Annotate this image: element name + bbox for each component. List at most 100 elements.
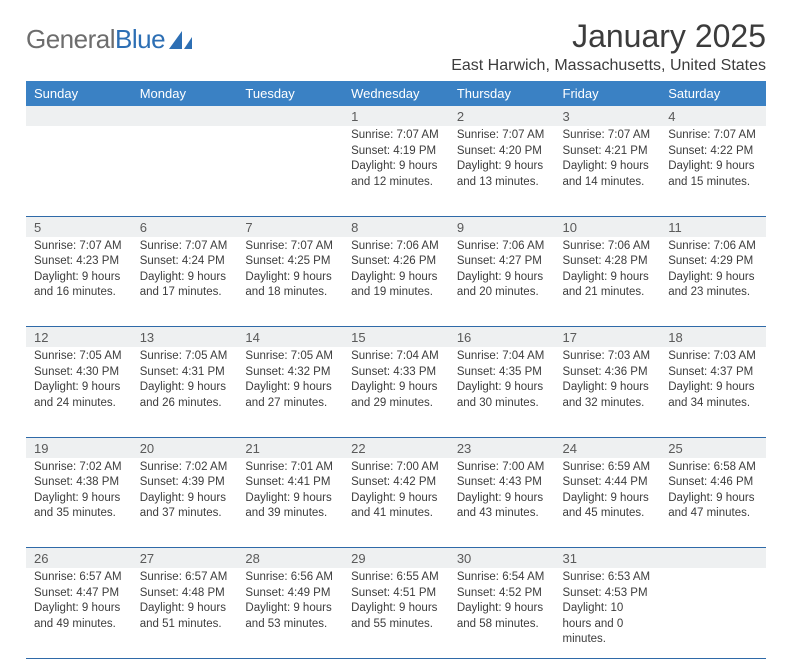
sunrise-text: Sunrise: 7:05 AM [245,349,335,365]
day-cell: Sunrise: 7:06 AMSunset: 4:26 PMDaylight:… [343,237,449,327]
day-number: 4 [660,106,766,126]
sunrise-text: Sunrise: 7:05 AM [34,349,124,365]
day-header: Thursday [449,81,555,106]
day-cell: Sunrise: 7:05 AMSunset: 4:32 PMDaylight:… [237,347,343,437]
sunrise-text: Sunrise: 7:07 AM [668,128,758,144]
day-cell: Sunrise: 7:01 AMSunset: 4:41 PMDaylight:… [237,458,343,548]
logo-text-grey: General [26,24,115,55]
daylight-text: Daylight: 9 hours and 41 minutes. [351,491,441,522]
daynum-row: 12131415161718 [26,327,766,348]
daylight-text: Daylight: 9 hours and 53 minutes. [245,601,335,632]
day-number: 13 [132,327,238,348]
week-row: Sunrise: 6:57 AMSunset: 4:47 PMDaylight:… [26,568,766,658]
day-header: Sunday [26,81,132,106]
sunset-text: Sunset: 4:43 PM [457,475,547,491]
day-number: 1 [343,106,449,126]
daylight-text: Daylight: 9 hours and 16 minutes. [34,270,124,301]
sunset-text: Sunset: 4:31 PM [140,365,230,381]
day-cell [660,568,766,658]
sunset-text: Sunset: 4:23 PM [34,254,124,270]
daylight-text: Daylight: 9 hours and 47 minutes. [668,491,758,522]
day-number: 3 [555,106,661,126]
daylight-text: Daylight: 9 hours and 49 minutes. [34,601,124,632]
day-number: 28 [237,548,343,569]
day-header: Tuesday [237,81,343,106]
daylight-text: Daylight: 9 hours and 51 minutes. [140,601,230,632]
sunset-text: Sunset: 4:29 PM [668,254,758,270]
sunset-text: Sunset: 4:36 PM [563,365,653,381]
calendar-head: SundayMondayTuesdayWednesdayThursdayFrid… [26,81,766,106]
daylight-text: Daylight: 9 hours and 14 minutes. [563,159,653,190]
day-cell: Sunrise: 7:02 AMSunset: 4:38 PMDaylight:… [26,458,132,548]
day-number: 27 [132,548,238,569]
day-number: 23 [449,437,555,458]
daylight-text: Daylight: 9 hours and 58 minutes. [457,601,547,632]
daylight-text: Daylight: 9 hours and 29 minutes. [351,380,441,411]
day-cell: Sunrise: 6:57 AMSunset: 4:47 PMDaylight:… [26,568,132,658]
sunset-text: Sunset: 4:47 PM [34,586,124,602]
day-cell [132,126,238,216]
sunrise-text: Sunrise: 7:06 AM [351,239,441,255]
daylight-text: Daylight: 9 hours and 34 minutes. [668,380,758,411]
sunset-text: Sunset: 4:30 PM [34,365,124,381]
sunrise-text: Sunrise: 6:58 AM [668,460,758,476]
sunrise-text: Sunrise: 7:07 AM [140,239,230,255]
day-cell: Sunrise: 7:07 AMSunset: 4:21 PMDaylight:… [555,126,661,216]
day-number: 31 [555,548,661,569]
daylight-text: Daylight: 9 hours and 27 minutes. [245,380,335,411]
day-cell: Sunrise: 7:06 AMSunset: 4:27 PMDaylight:… [449,237,555,327]
day-number [132,106,238,126]
day-number: 11 [660,216,766,237]
sunset-text: Sunset: 4:44 PM [563,475,653,491]
daylight-text: Daylight: 9 hours and 43 minutes. [457,491,547,522]
brand-logo: GeneralBlue [26,18,194,55]
day-cell: Sunrise: 7:03 AMSunset: 4:36 PMDaylight:… [555,347,661,437]
day-number: 24 [555,437,661,458]
calendar-page: GeneralBlue January 2025 East Harwich, M… [0,0,792,659]
sunset-text: Sunset: 4:35 PM [457,365,547,381]
day-header: Friday [555,81,661,106]
day-cell: Sunrise: 7:04 AMSunset: 4:33 PMDaylight:… [343,347,449,437]
daylight-text: Daylight: 9 hours and 30 minutes. [457,380,547,411]
day-cell: Sunrise: 7:06 AMSunset: 4:29 PMDaylight:… [660,237,766,327]
daylight-text: Daylight: 9 hours and 32 minutes. [563,380,653,411]
day-cell: Sunrise: 7:03 AMSunset: 4:37 PMDaylight:… [660,347,766,437]
day-number: 9 [449,216,555,237]
sunrise-text: Sunrise: 6:53 AM [563,570,653,586]
sunrise-text: Sunrise: 7:07 AM [563,128,653,144]
day-header: Monday [132,81,238,106]
sunset-text: Sunset: 4:48 PM [140,586,230,602]
sunrise-text: Sunrise: 6:55 AM [351,570,441,586]
sunset-text: Sunset: 4:49 PM [245,586,335,602]
sunrise-text: Sunrise: 6:57 AM [34,570,124,586]
sunrise-text: Sunrise: 7:06 AM [563,239,653,255]
sunrise-text: Sunrise: 7:06 AM [668,239,758,255]
daylight-text: Daylight: 9 hours and 39 minutes. [245,491,335,522]
sunset-text: Sunset: 4:42 PM [351,475,441,491]
sunset-text: Sunset: 4:21 PM [563,144,653,160]
day-cell [26,126,132,216]
day-number: 18 [660,327,766,348]
logo-sail-icon [168,29,194,51]
day-number: 17 [555,327,661,348]
daylight-text: Daylight: 10 hours and 0 minutes. [563,601,653,648]
day-cell: Sunrise: 7:00 AMSunset: 4:43 PMDaylight:… [449,458,555,548]
day-number: 12 [26,327,132,348]
title-block: January 2025 East Harwich, Massachusetts… [451,18,766,75]
day-number: 29 [343,548,449,569]
daylight-text: Daylight: 9 hours and 17 minutes. [140,270,230,301]
sunset-text: Sunset: 4:22 PM [668,144,758,160]
sunset-text: Sunset: 4:37 PM [668,365,758,381]
sunrise-text: Sunrise: 7:00 AM [457,460,547,476]
daylight-text: Daylight: 9 hours and 19 minutes. [351,270,441,301]
day-cell: Sunrise: 7:07 AMSunset: 4:24 PMDaylight:… [132,237,238,327]
day-number: 7 [237,216,343,237]
sunrise-text: Sunrise: 7:02 AM [140,460,230,476]
day-cell: Sunrise: 7:06 AMSunset: 4:28 PMDaylight:… [555,237,661,327]
sunrise-text: Sunrise: 7:01 AM [245,460,335,476]
sunrise-text: Sunrise: 7:04 AM [351,349,441,365]
sunrise-text: Sunrise: 6:57 AM [140,570,230,586]
sunset-text: Sunset: 4:39 PM [140,475,230,491]
sunrise-text: Sunrise: 7:07 AM [245,239,335,255]
day-number [26,106,132,126]
